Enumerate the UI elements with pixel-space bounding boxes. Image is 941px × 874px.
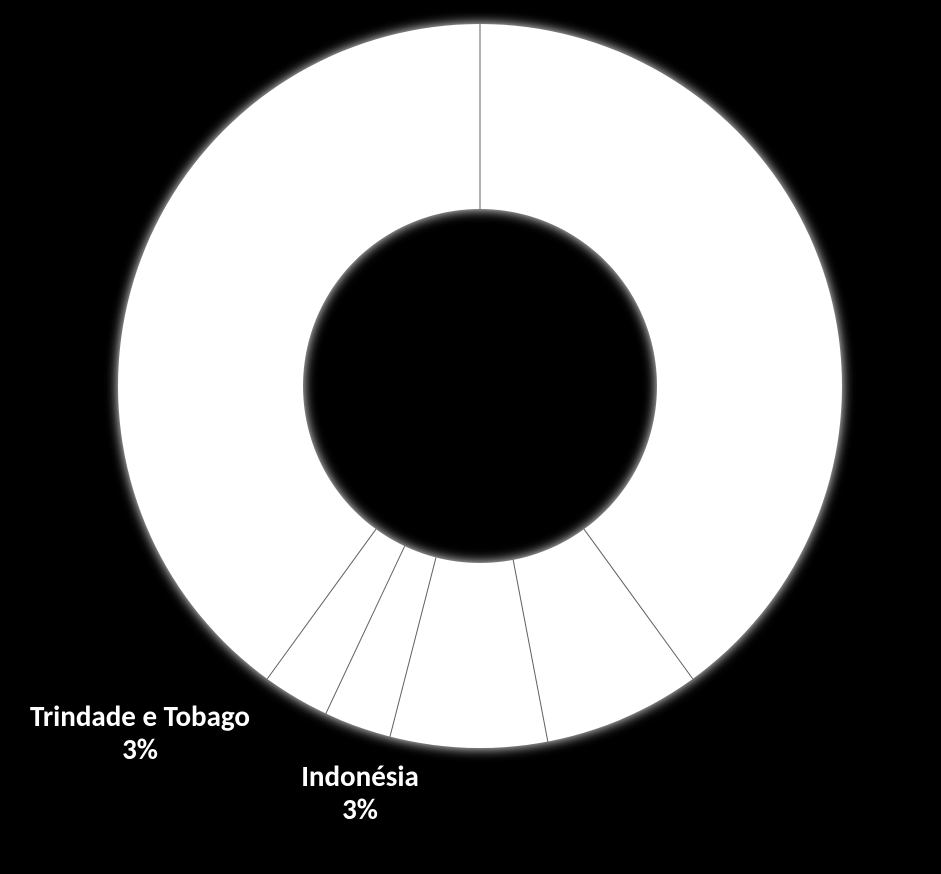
label-indonesia-name: Indonésia <box>220 760 500 793</box>
label-trindade: Trindade e Tobago 3% <box>0 700 280 767</box>
label-indonesia: Indonésia 3% <box>220 760 500 827</box>
label-indonesia-value: 3% <box>220 793 500 826</box>
chart-stage: Trindade e Tobago 3% Indonésia 3% <box>0 0 941 874</box>
label-trindade-name: Trindade e Tobago <box>0 700 280 733</box>
